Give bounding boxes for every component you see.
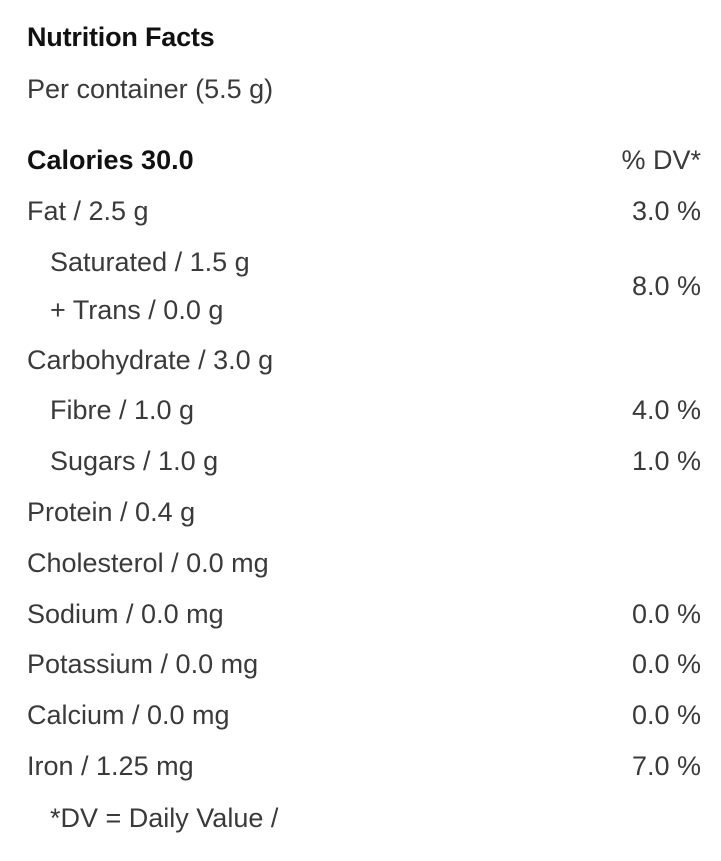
- cholesterol-label: Cholesterol / 0.0 mg: [27, 548, 269, 578]
- fibre-row: Fibre / 1.0 g 4.0 %: [27, 395, 701, 431]
- nutrition-facts-title: Nutrition Facts: [27, 22, 215, 52]
- calories-row: Calories 30.0 % DV*: [27, 145, 701, 181]
- sugars-dv: 1.0 %: [631, 446, 701, 476]
- potassium-dv: 0.0 %: [631, 649, 701, 679]
- calcium-row: Calcium / 0.0 mg 0.0 %: [27, 700, 701, 736]
- carbohydrate-label: Carbohydrate / 3.0 g: [27, 345, 274, 375]
- calcium-label: Calcium / 0.0 mg: [27, 700, 230, 730]
- serving-size: Per container (5.5 g): [27, 74, 274, 104]
- trans-row: + Trans / 0.0 g: [27, 295, 701, 331]
- sugars-row: Sugars / 1.0 g 1.0 %: [27, 446, 701, 482]
- sodium-label: Sodium / 0.0 mg: [27, 599, 224, 629]
- iron-dv: 7.0 %: [631, 751, 701, 781]
- fat-row: Fat / 2.5 g 3.0 %: [27, 196, 701, 232]
- iron-row: Iron / 1.25 mg 7.0 %: [27, 751, 701, 787]
- protein-label: Protein / 0.4 g: [27, 497, 196, 527]
- calcium-dv: 0.0 %: [631, 700, 701, 730]
- fat-dv: 3.0 %: [631, 196, 701, 226]
- potassium-label: Potassium / 0.0 mg: [27, 649, 259, 679]
- cholesterol-row: Cholesterol / 0.0 mg: [27, 548, 701, 584]
- saturated-row: Saturated / 1.5 g: [27, 247, 701, 283]
- daily-value-footnote: *DV = Daily Value /: [50, 803, 279, 833]
- fibre-dv: 4.0 %: [631, 395, 701, 425]
- calories-label: Calories 30.0: [27, 145, 194, 175]
- sugars-label: Sugars / 1.0 g: [50, 446, 219, 476]
- saturated-label: Saturated / 1.5 g: [50, 247, 250, 277]
- dv-header: % DV*: [621, 145, 701, 175]
- protein-row: Protein / 0.4 g: [27, 497, 701, 533]
- sodium-dv: 0.0 %: [631, 599, 701, 629]
- saturated-trans-dv: 8.0 %: [631, 271, 701, 301]
- fat-label: Fat / 2.5 g: [27, 196, 149, 226]
- sodium-row: Sodium / 0.0 mg 0.0 %: [27, 599, 701, 635]
- potassium-row: Potassium / 0.0 mg 0.0 %: [27, 649, 701, 685]
- trans-label: + Trans / 0.0 g: [50, 295, 224, 325]
- fibre-label: Fibre / 1.0 g: [50, 395, 195, 425]
- iron-label: Iron / 1.25 mg: [27, 751, 194, 781]
- carbohydrate-row: Carbohydrate / 3.0 g: [27, 345, 701, 381]
